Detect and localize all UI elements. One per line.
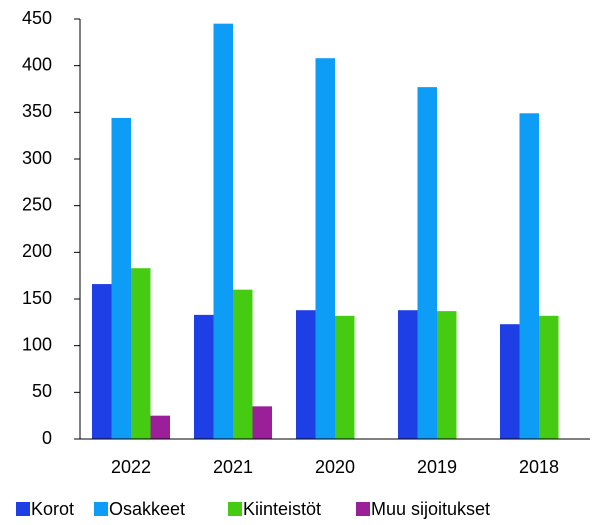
- x-tick-label: 2019: [417, 457, 457, 477]
- y-tick-label: 0: [42, 428, 52, 448]
- x-tick-label: 2022: [111, 457, 151, 477]
- y-tick-label: 450: [22, 8, 52, 28]
- y-tick-label: 300: [22, 148, 52, 168]
- bar: [315, 58, 335, 439]
- x-tick-label: 2018: [519, 457, 559, 477]
- x-tick-label: 2021: [213, 457, 253, 477]
- legend-swatch: [228, 502, 242, 516]
- bar: [252, 406, 272, 439]
- bar: [111, 117, 131, 439]
- y-tick-label: 50: [32, 381, 52, 401]
- y-tick-label: 400: [22, 54, 52, 74]
- x-tick-label: 2020: [315, 457, 355, 477]
- legend-label: Osakkeet: [109, 499, 185, 519]
- y-tick-label: 150: [22, 288, 52, 308]
- bar: [335, 315, 355, 439]
- y-tick-label: 250: [22, 194, 52, 214]
- bar: [233, 289, 253, 439]
- legend-swatch: [356, 502, 370, 516]
- bar: [92, 284, 112, 439]
- legend-swatch: [16, 502, 30, 516]
- bar: [150, 415, 170, 439]
- bar: [519, 113, 539, 440]
- legend-swatch: [94, 502, 108, 516]
- legend-label: Muu sijoitukset: [371, 499, 490, 519]
- legend-label: Korot: [31, 499, 74, 519]
- bar: [213, 23, 233, 440]
- y-tick-label: 200: [22, 241, 52, 261]
- bar: [296, 310, 316, 439]
- bar: [500, 324, 520, 439]
- legend-label: Kiinteistöt: [243, 499, 321, 519]
- y-tick-label: 350: [22, 101, 52, 121]
- bar: [437, 311, 457, 439]
- bar: [131, 268, 151, 439]
- bar: [417, 87, 437, 439]
- bar: [398, 310, 418, 439]
- bar: [539, 315, 559, 439]
- bar: [194, 314, 214, 439]
- y-tick-label: 100: [22, 334, 52, 354]
